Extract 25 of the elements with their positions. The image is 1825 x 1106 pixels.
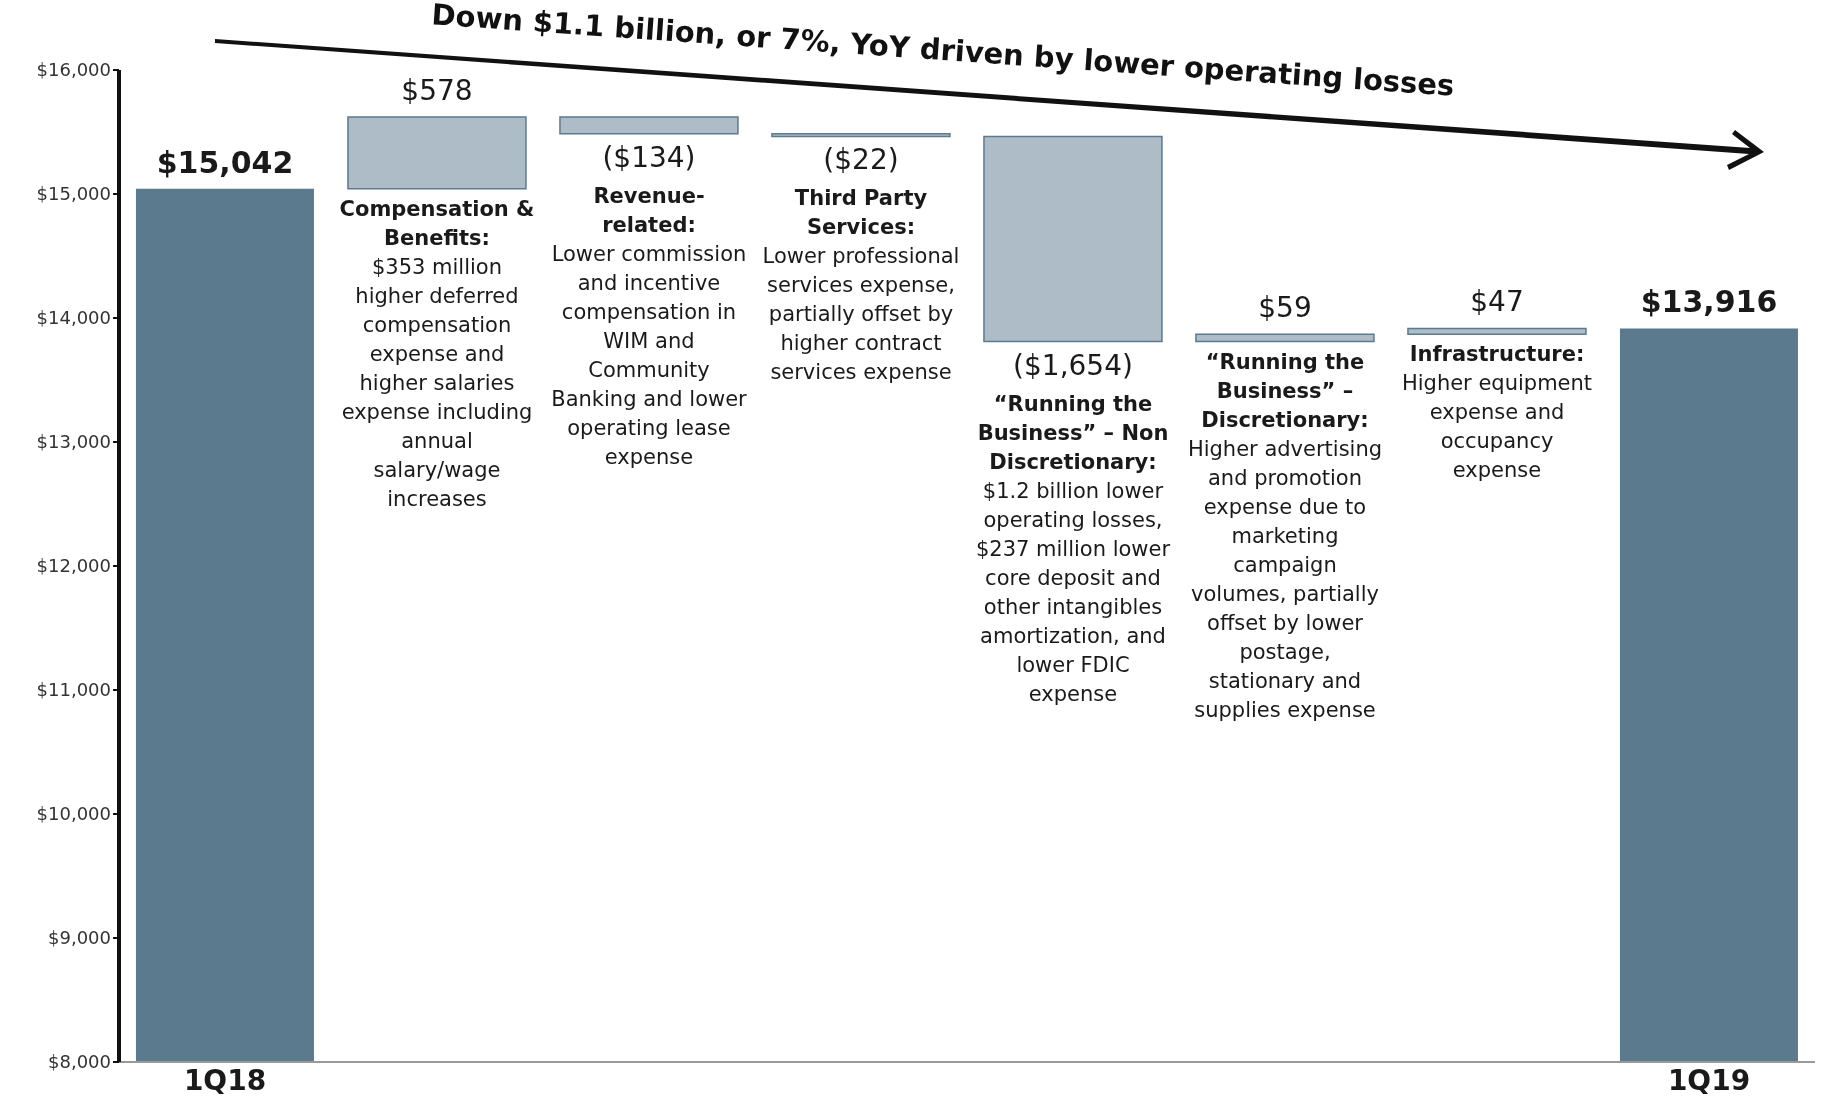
y-tick-label: $11,000 bbox=[36, 679, 111, 701]
annotation: Third Party Services: Lower professional services expense, partially offset by higher contract services expense bbox=[761, 185, 961, 387]
x-tick-label: 1Q18 bbox=[183, 1063, 267, 1097]
text: Revenue-related: Lower commission and incentive compensation in WIM and Community Banking and lower operating lease expense bbox=[551, 183, 747, 469]
y-tick-label: $8,000 bbox=[48, 1051, 111, 1073]
y-tick-label: $14,000 bbox=[36, 307, 111, 329]
data-label: $15,042 bbox=[155, 144, 295, 181]
y-tick-label: $10,000 bbox=[36, 803, 111, 825]
y-tick-label: $12,000 bbox=[36, 555, 111, 577]
y-tick-label: $16,000 bbox=[36, 59, 111, 81]
x-tick-label: 1Q19 bbox=[1667, 1063, 1751, 1097]
text: “Running the Business” – Discretionary: Higher advertising and promotion expense due to marketing campaign volumes, partially offset by lower postage, stationary and supplies expense bbox=[1187, 349, 1383, 722]
data-label: ($134) bbox=[601, 139, 697, 176]
data-label: $578 bbox=[400, 73, 474, 110]
y-tick-label: $9,000 bbox=[48, 927, 111, 949]
data-label: $13,916 bbox=[1639, 284, 1779, 321]
data-label: ($1,654) bbox=[1012, 347, 1134, 384]
y-tick-label: $15,000 bbox=[36, 183, 111, 205]
text: Compensation & Benefits: $353 million higher deferred compensation expense and higher salaries expense including annual salary/wage increases bbox=[339, 196, 535, 511]
text: “Running the Business” – Non Discretionary: $1.2 billion lower operating losses, $237 million lower core deposit and other intangibles amortization, and lower FDIC expense bbox=[975, 391, 1171, 706]
annotation: Infrastructure: Higher equipment expense and occupancy expense bbox=[1400, 341, 1594, 485]
data-label: $59 bbox=[1257, 290, 1313, 327]
data-label: $47 bbox=[1469, 284, 1525, 321]
y-tick-label: $13,000 bbox=[36, 431, 111, 453]
data-label: ($22) bbox=[822, 142, 900, 179]
